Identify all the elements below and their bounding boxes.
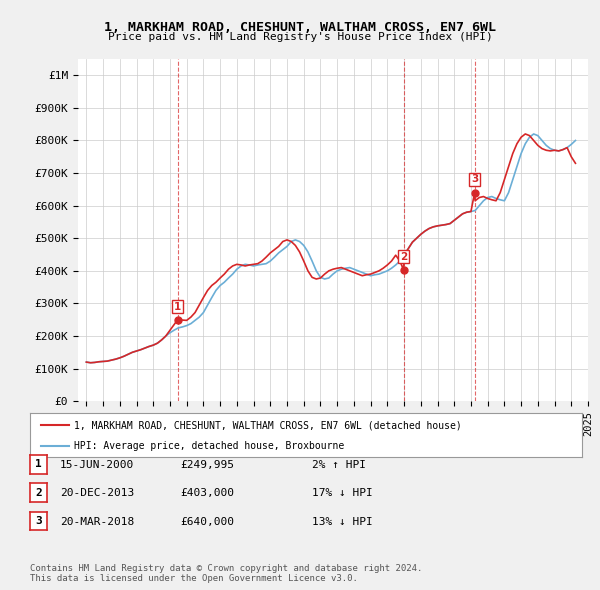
Text: £640,000: £640,000 — [180, 517, 234, 526]
Text: Price paid vs. HM Land Registry's House Price Index (HPI): Price paid vs. HM Land Registry's House … — [107, 32, 493, 42]
Text: 2: 2 — [400, 252, 407, 262]
Text: 3: 3 — [471, 175, 478, 185]
Text: 1: 1 — [174, 301, 181, 312]
Text: 20-MAR-2018: 20-MAR-2018 — [60, 517, 134, 526]
Text: 1: 1 — [35, 460, 42, 469]
Text: HPI: Average price, detached house, Broxbourne: HPI: Average price, detached house, Brox… — [74, 441, 344, 451]
Text: 13% ↓ HPI: 13% ↓ HPI — [312, 517, 373, 526]
Text: 1, MARKHAM ROAD, CHESHUNT, WALTHAM CROSS, EN7 6WL: 1, MARKHAM ROAD, CHESHUNT, WALTHAM CROSS… — [104, 21, 496, 34]
Text: 17% ↓ HPI: 17% ↓ HPI — [312, 489, 373, 498]
Text: 1, MARKHAM ROAD, CHESHUNT, WALTHAM CROSS, EN7 6WL (detached house): 1, MARKHAM ROAD, CHESHUNT, WALTHAM CROSS… — [74, 421, 462, 430]
Text: £403,000: £403,000 — [180, 489, 234, 498]
Text: 20-DEC-2013: 20-DEC-2013 — [60, 489, 134, 498]
Text: Contains HM Land Registry data © Crown copyright and database right 2024.
This d: Contains HM Land Registry data © Crown c… — [30, 563, 422, 583]
Text: 2% ↑ HPI: 2% ↑ HPI — [312, 460, 366, 470]
Text: 3: 3 — [35, 516, 42, 526]
Text: £249,995: £249,995 — [180, 460, 234, 470]
Text: 2: 2 — [35, 488, 42, 497]
Text: 15-JUN-2000: 15-JUN-2000 — [60, 460, 134, 470]
